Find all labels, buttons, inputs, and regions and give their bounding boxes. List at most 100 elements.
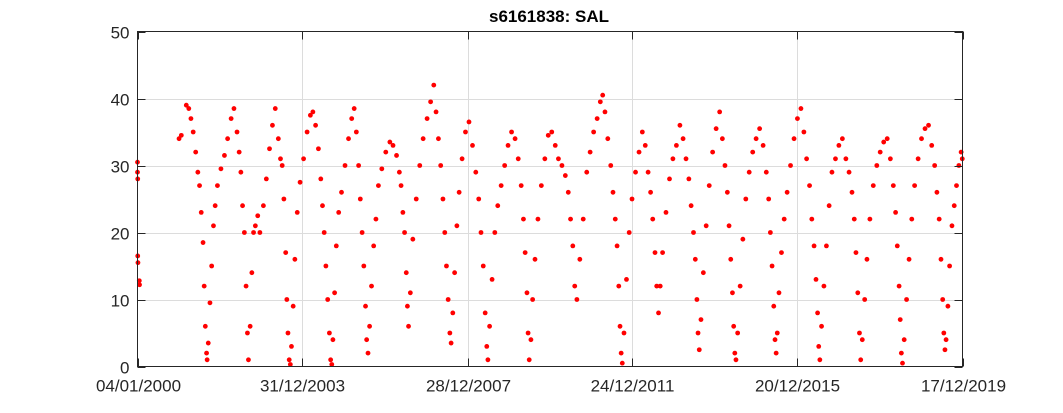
data-point bbox=[791, 136, 797, 142]
data-point bbox=[667, 176, 672, 182]
data-point bbox=[261, 203, 266, 209]
data-point bbox=[642, 143, 648, 148]
x-tick-label: 20/12/2015 bbox=[755, 377, 840, 396]
data-point bbox=[614, 243, 620, 249]
data-point bbox=[703, 223, 709, 229]
data-point bbox=[811, 243, 817, 249]
data-point bbox=[521, 216, 526, 222]
data-point bbox=[680, 136, 686, 142]
data-point bbox=[193, 149, 199, 155]
data-point bbox=[436, 136, 441, 142]
data-point bbox=[804, 156, 809, 162]
data-point bbox=[333, 243, 339, 249]
data-point bbox=[450, 310, 456, 316]
data-point bbox=[257, 230, 263, 235]
data-point bbox=[612, 216, 618, 222]
data-point bbox=[788, 163, 793, 168]
data-point bbox=[201, 283, 207, 289]
data-point bbox=[398, 183, 404, 189]
data-point bbox=[400, 210, 406, 215]
data-point bbox=[361, 263, 367, 269]
data-point bbox=[867, 216, 873, 222]
data-point bbox=[255, 213, 261, 219]
data-point bbox=[359, 230, 365, 235]
data-point bbox=[518, 183, 524, 189]
data-point bbox=[207, 300, 213, 306]
data-point bbox=[538, 183, 544, 189]
data-point bbox=[452, 270, 458, 276]
data-point bbox=[940, 297, 946, 302]
y-tick-label: 0 bbox=[120, 359, 129, 378]
x-tick-label: 04/01/2000 bbox=[96, 377, 181, 396]
data-point bbox=[218, 166, 224, 172]
data-point bbox=[526, 357, 532, 363]
data-point bbox=[694, 297, 700, 302]
data-point bbox=[275, 136, 281, 142]
data-point bbox=[900, 360, 905, 366]
data-point bbox=[222, 153, 227, 158]
data-point bbox=[677, 122, 683, 128]
data-point bbox=[580, 216, 586, 222]
data-point bbox=[781, 216, 787, 222]
data-point bbox=[938, 256, 944, 262]
data-point bbox=[211, 223, 216, 229]
data-point bbox=[760, 143, 766, 148]
data-point bbox=[379, 166, 385, 172]
data-point bbox=[753, 136, 759, 142]
data-point bbox=[656, 310, 661, 316]
data-point bbox=[403, 270, 409, 276]
data-point bbox=[204, 350, 209, 356]
data-point bbox=[779, 250, 784, 256]
data-point bbox=[737, 283, 743, 289]
data-point bbox=[618, 350, 624, 356]
data-point bbox=[688, 203, 694, 209]
data-point bbox=[698, 317, 704, 322]
data-point bbox=[769, 263, 775, 269]
data-point bbox=[351, 106, 357, 111]
data-point bbox=[417, 163, 423, 168]
data-point bbox=[431, 82, 437, 88]
data-point bbox=[246, 357, 251, 363]
data-point bbox=[874, 163, 880, 168]
data-point bbox=[906, 256, 912, 262]
data-point bbox=[909, 216, 915, 222]
data-point bbox=[267, 146, 272, 152]
data-point bbox=[289, 344, 294, 349]
data-point bbox=[249, 270, 255, 276]
data-point bbox=[724, 189, 730, 195]
data-point bbox=[722, 163, 728, 168]
data-point bbox=[204, 357, 210, 363]
data-point bbox=[565, 189, 571, 195]
data-point bbox=[945, 303, 951, 309]
data-point bbox=[763, 169, 769, 175]
data-point bbox=[339, 189, 344, 195]
data-point bbox=[195, 169, 201, 175]
data-point bbox=[833, 156, 838, 162]
data-point bbox=[336, 210, 342, 215]
data-point bbox=[706, 183, 712, 189]
data-point bbox=[283, 250, 289, 256]
data-point bbox=[329, 362, 335, 367]
data-point bbox=[342, 163, 348, 168]
data-point bbox=[476, 196, 482, 202]
data-point bbox=[621, 330, 627, 336]
data-point bbox=[373, 216, 379, 222]
y-tick-label: 30 bbox=[111, 158, 130, 177]
data-point bbox=[691, 230, 696, 235]
data-point bbox=[387, 139, 393, 145]
data-point bbox=[654, 283, 660, 289]
data-point bbox=[857, 330, 862, 336]
data-point bbox=[719, 136, 725, 142]
data-point bbox=[657, 283, 663, 289]
data-point bbox=[413, 196, 419, 202]
grid-lines bbox=[137, 31, 963, 367]
data-point bbox=[954, 183, 959, 189]
data-point bbox=[292, 256, 298, 262]
data-point bbox=[492, 230, 498, 235]
data-point bbox=[884, 136, 890, 142]
data-point bbox=[858, 357, 864, 363]
data-point bbox=[686, 176, 692, 182]
data-point bbox=[448, 340, 454, 346]
data-point bbox=[710, 149, 716, 155]
data-point bbox=[228, 116, 234, 121]
